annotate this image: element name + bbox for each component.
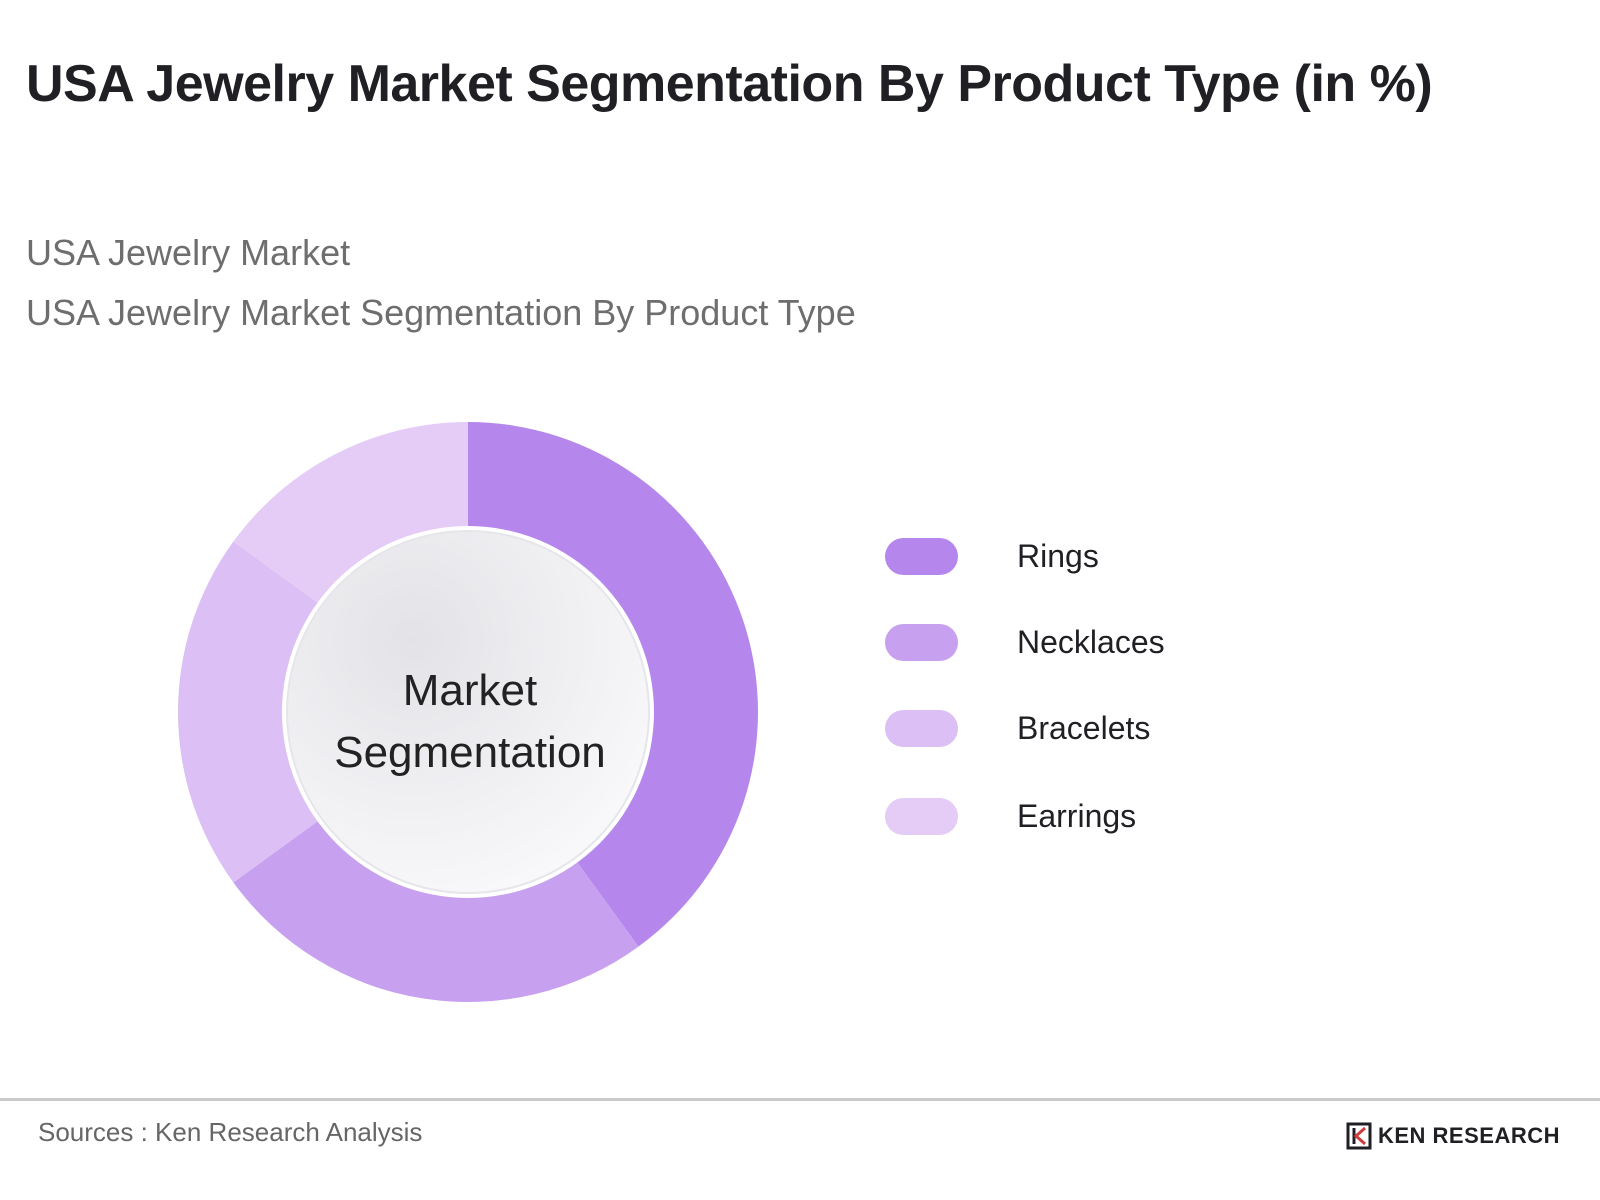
brand-logo: KEN RESEARCH	[1346, 1120, 1560, 1152]
breadcrumb-segmentation: USA Jewelry Market Segmentation By Produ…	[26, 292, 856, 333]
legend-item-earrings: Earrings	[885, 798, 1285, 838]
legend-swatch-earrings	[885, 798, 958, 835]
legend-label-rings: Rings	[1017, 538, 1099, 574]
donut-center-disc	[286, 530, 650, 894]
source-note: Sources : Ken Research Analysis	[38, 1117, 423, 1147]
legend-item-bracelets: Bracelets	[885, 710, 1285, 750]
legend-label-earrings: Earrings	[1017, 798, 1137, 834]
legend-item-rings: Rings	[885, 538, 1285, 578]
legend-label-necklaces: Necklaces	[1017, 624, 1165, 660]
footer-divider	[0, 1098, 1600, 1101]
center-label-line-1: Market	[402, 666, 538, 715]
breadcrumb-market: USA Jewelry Market	[26, 232, 351, 273]
center-label-line-2: Segmentation	[334, 728, 606, 777]
legend-swatch-necklaces	[885, 624, 958, 661]
ken-research-logo-icon	[1346, 1122, 1372, 1150]
legend-swatch-bracelets	[885, 710, 958, 747]
legend-label-bracelets: Bracelets	[1017, 710, 1151, 746]
legend-swatch-rings	[885, 538, 958, 575]
donut-center-label: Market Segmentation	[300, 660, 640, 784]
page-title: USA Jewelry Market Segmentation By Produ…	[26, 55, 1433, 113]
donut-chart	[178, 422, 758, 1002]
legend-item-necklaces: Necklaces	[885, 624, 1285, 664]
brand-name: KEN RESEARCH	[1377, 1123, 1560, 1148]
